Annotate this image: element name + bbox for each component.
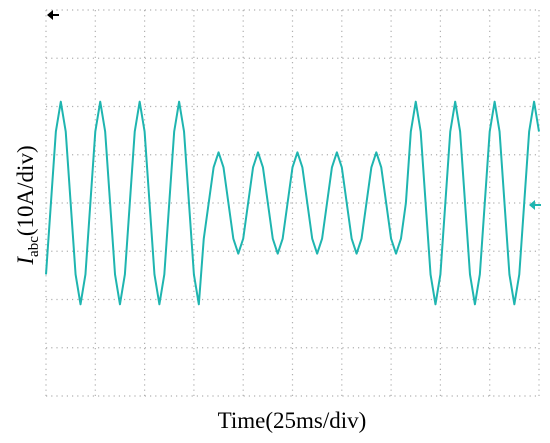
trigger-marker [47, 10, 59, 20]
y-label-symbol: I [13, 256, 38, 266]
x-axis-label: Time(25ms/div) [218, 408, 367, 433]
y-label-unit: (10A/div) [13, 145, 38, 236]
y-axis-label: Iabc(10A/div) [13, 145, 42, 265]
waveform [45, 100, 540, 306]
y-label-subscript: abc [26, 236, 42, 257]
channel-marker [529, 200, 541, 210]
